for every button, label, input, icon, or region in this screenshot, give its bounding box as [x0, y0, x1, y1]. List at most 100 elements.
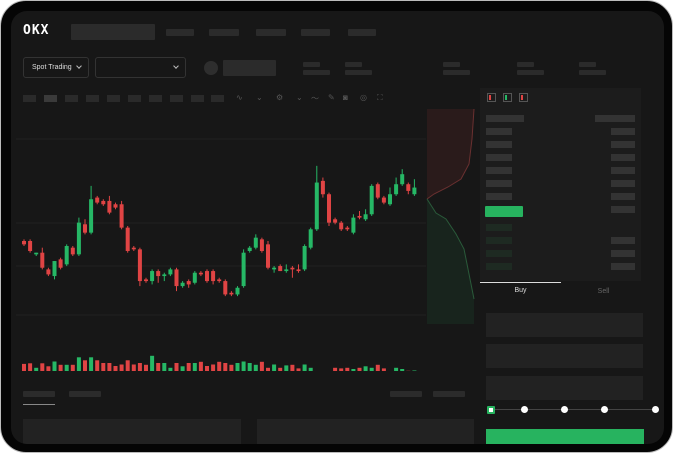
candle [58, 259, 63, 268]
nav-item[interactable] [256, 29, 286, 36]
slider-step[interactable] [521, 406, 528, 413]
stat-value [443, 70, 470, 75]
candle [400, 174, 405, 185]
camera-icon[interactable]: ◙ [343, 93, 348, 102]
trading-mode-select[interactable]: Spot Trading [23, 57, 89, 78]
candle [150, 271, 155, 282]
tab-buy[interactable]: Buy [514, 287, 527, 294]
candle [412, 187, 417, 195]
candle [308, 229, 313, 248]
book-bids-icon[interactable] [503, 93, 512, 102]
candle [333, 219, 338, 223]
candle [266, 244, 270, 268]
filter-button[interactable] [433, 391, 465, 397]
target-icon[interactable]: ◎ [360, 93, 367, 102]
price-input[interactable] [486, 313, 643, 337]
slider-step[interactable] [652, 406, 659, 413]
book-both-icon[interactable] [487, 93, 496, 102]
volume-bar [107, 363, 112, 371]
nav-item[interactable] [166, 29, 194, 36]
orders-panel [23, 419, 241, 444]
interval-button[interactable] [107, 95, 120, 102]
volume-bar [369, 367, 374, 371]
chart-type-icon[interactable]: ⌄ [256, 93, 263, 102]
candle [357, 215, 362, 218]
total-input[interactable] [486, 376, 643, 400]
tab-sell[interactable]: Sell [597, 288, 610, 295]
search-bar[interactable] [71, 24, 155, 40]
volume-bar [296, 368, 301, 371]
interval-button[interactable] [191, 95, 204, 102]
settings-icon[interactable]: ⚙ [276, 93, 284, 102]
candle [302, 246, 307, 270]
volume-bar [375, 364, 380, 371]
bid-amount [611, 237, 635, 244]
ask-price[interactable] [486, 141, 512, 148]
pair-select[interactable] [95, 57, 186, 78]
interval-button[interactable] [65, 95, 78, 102]
candle [211, 271, 216, 282]
slider-step[interactable] [561, 406, 568, 413]
stat-value [579, 70, 606, 75]
book-asks-icon[interactable] [519, 93, 528, 102]
amount-slider-track[interactable] [491, 409, 657, 410]
candle [76, 222, 81, 255]
candle [131, 247, 136, 250]
volume-bar [22, 363, 26, 371]
volume-bar [205, 366, 209, 371]
ask-price[interactable] [486, 167, 512, 174]
candle [406, 184, 411, 191]
app-screen: OKX Spot Trading ∿ ⌄ ⚙ ⌄ 〜 ✎ ◙ ◎ ⛶ [11, 11, 664, 444]
nav-item[interactable] [209, 29, 239, 36]
volume-bar [144, 364, 148, 371]
nav-item[interactable] [348, 29, 376, 36]
interval-button[interactable] [149, 95, 162, 102]
volume-bar [339, 368, 344, 371]
okx-logo[interactable]: OKX [23, 23, 50, 38]
candle [162, 274, 167, 277]
bid-price[interactable] [486, 224, 512, 231]
candle [174, 269, 179, 287]
volume-bar [351, 369, 356, 371]
indicator-icon[interactable]: ∿ [236, 93, 243, 102]
stat-label [303, 62, 320, 67]
interval-button[interactable] [211, 95, 224, 102]
candle [89, 199, 94, 233]
stat-label [345, 62, 362, 67]
candle [28, 241, 33, 252]
interval-button[interactable] [86, 95, 99, 102]
stat-label [579, 62, 596, 67]
bid-amount [611, 250, 635, 257]
candle [388, 194, 392, 205]
ask-price[interactable] [486, 193, 512, 200]
ask-amount [611, 206, 635, 213]
chevron-down-icon[interactable]: ⌄ [296, 93, 303, 102]
slider-handle[interactable] [487, 406, 495, 414]
fullscreen-icon[interactable]: ⛶ [377, 93, 383, 102]
line-tool-icon[interactable]: 〜 [311, 94, 319, 103]
bid-price[interactable] [486, 250, 512, 257]
volume-bar [241, 361, 246, 371]
slider-step[interactable] [601, 406, 608, 413]
amount-input[interactable] [486, 344, 643, 368]
bid-price[interactable] [486, 237, 512, 244]
interval-button[interactable] [44, 95, 57, 102]
interval-button[interactable] [170, 95, 183, 102]
nav-item[interactable] [301, 29, 330, 36]
tab-open-orders[interactable] [23, 391, 55, 397]
volume-bar [34, 367, 39, 371]
volume-bar [229, 364, 234, 371]
tab-order-history[interactable] [69, 391, 101, 397]
filter-button[interactable] [390, 391, 422, 397]
interval-button[interactable] [23, 95, 36, 102]
candle [339, 222, 344, 230]
ask-price[interactable] [486, 154, 512, 161]
volume-bar [400, 369, 405, 371]
interval-button[interactable] [128, 95, 141, 102]
ask-price[interactable] [486, 128, 512, 135]
bid-price[interactable] [486, 263, 512, 270]
candlestick-chart[interactable] [16, 111, 426, 371]
ask-price[interactable] [486, 180, 512, 187]
buy-button[interactable] [486, 429, 644, 444]
pen-icon[interactable]: ✎ [328, 93, 335, 102]
